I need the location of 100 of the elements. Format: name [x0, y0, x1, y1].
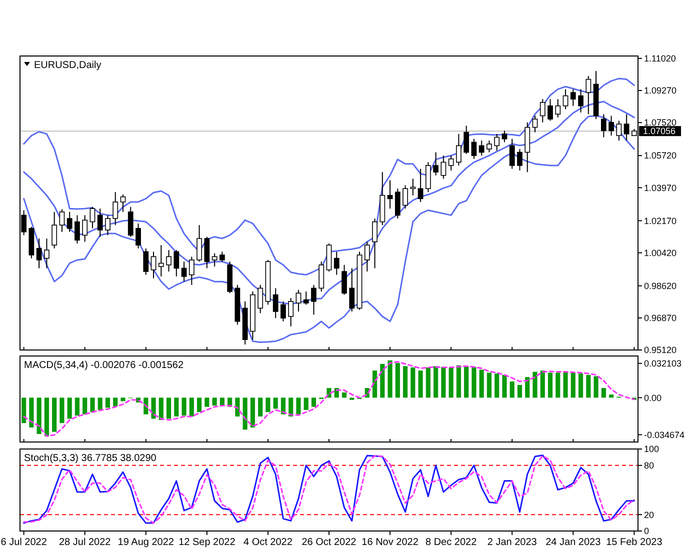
candlestick — [349, 268, 355, 312]
bar — [418, 370, 423, 398]
candlestick — [105, 214, 110, 236]
line-series — [23, 361, 635, 437]
bar — [197, 398, 202, 412]
y-tick-label: 1.02170 — [644, 216, 677, 226]
candlestick — [394, 188, 400, 219]
chart-title: Stoch(5,3,3) 36.7785 38.0290 — [24, 453, 157, 464]
candlestick — [36, 238, 42, 269]
bar — [82, 398, 88, 414]
candlestick — [418, 168, 424, 202]
bar — [98, 398, 102, 410]
candlestick — [272, 288, 278, 319]
x-tick-label: 15 Feb 2023 — [606, 537, 663, 548]
bar — [174, 398, 179, 416]
bar — [578, 374, 584, 398]
bar — [52, 398, 57, 432]
y-tick-label: 0.032103 — [644, 358, 682, 369]
chart-title: MACD(5,34,4) -0.002076 -0.001562 — [24, 360, 184, 371]
bar — [570, 372, 576, 398]
candlestick — [578, 88, 584, 113]
bar — [288, 398, 294, 416]
bar — [90, 398, 95, 412]
bar — [22, 398, 26, 424]
y-tick-label: 1.09270 — [644, 86, 677, 96]
bar — [120, 398, 126, 402]
candlestick — [616, 120, 622, 142]
bar — [144, 398, 148, 414]
candlestick — [136, 222, 141, 249]
y-tick-label: 0.98620 — [644, 280, 677, 291]
candlestick — [471, 138, 477, 160]
candlestick — [120, 194, 126, 212]
y-tick-label: 1.07520 — [644, 118, 677, 128]
bar — [166, 398, 172, 419]
x-tick-label: 8 Dec 2022 — [425, 537, 478, 548]
bar — [448, 367, 454, 398]
candlestick — [219, 251, 225, 262]
candlestick — [188, 256, 194, 286]
candlestick — [478, 140, 484, 156]
candlestick — [540, 98, 546, 123]
bar — [273, 398, 278, 409]
bar — [494, 374, 500, 398]
x-tick-label: 16 Nov 2022 — [362, 537, 419, 548]
bar — [517, 384, 522, 398]
candlestick — [517, 148, 522, 171]
candlestick — [181, 261, 187, 282]
x-tick-label: 2 Jan 2023 — [487, 537, 538, 548]
candlestick — [586, 75, 592, 115]
line-series — [23, 115, 635, 344]
bar — [479, 370, 484, 398]
bar — [388, 360, 392, 398]
candlestick — [456, 133, 462, 166]
candlestick — [128, 206, 134, 238]
candlestick — [196, 224, 202, 262]
bar — [158, 398, 164, 420]
bar — [372, 370, 378, 398]
candlestick — [425, 162, 431, 193]
y-tick-label: 1.05720 — [644, 150, 677, 161]
candlestick — [82, 214, 88, 242]
candlestick — [410, 178, 416, 196]
candlestick — [464, 125, 470, 154]
bar — [380, 364, 385, 398]
candlestick — [166, 250, 172, 272]
candlestick — [150, 251, 156, 279]
bar — [540, 370, 545, 398]
candlestick — [548, 98, 553, 122]
y-tick-label: 0.95120 — [644, 345, 677, 356]
x-tick-label: 24 Jan 2023 — [546, 537, 602, 548]
candlestick — [59, 208, 65, 232]
candlestick — [112, 192, 118, 226]
bar — [296, 398, 301, 414]
bar — [601, 388, 606, 398]
bar — [426, 367, 430, 398]
ref-line-label: 1.07056 — [643, 126, 676, 136]
y-tick-label: 0.96870 — [644, 313, 677, 324]
bar — [594, 376, 598, 398]
bar — [342, 392, 347, 398]
candlestick — [486, 140, 492, 153]
bar — [464, 366, 469, 398]
bar — [472, 367, 476, 398]
line-series — [23, 78, 635, 276]
candlestick — [555, 98, 561, 118]
bar — [304, 398, 308, 410]
bar — [235, 398, 240, 416]
y-tick-label: 1.03970 — [644, 182, 677, 193]
candlestick — [66, 211, 72, 232]
bar — [525, 377, 530, 398]
x-tick-label: 4 Oct 2022 — [244, 537, 293, 548]
candlestick — [97, 208, 103, 238]
candlestick — [311, 284, 316, 316]
candlestick — [318, 261, 324, 292]
candlestick — [608, 115, 614, 136]
bar — [74, 398, 80, 416]
bar — [403, 366, 408, 398]
y-tick-label: 1.00420 — [644, 248, 677, 258]
bar — [434, 366, 438, 398]
candlestick — [143, 248, 149, 276]
candlestick — [570, 88, 576, 106]
candlestick — [212, 252, 218, 268]
y-tick-label: 80 — [644, 460, 654, 471]
